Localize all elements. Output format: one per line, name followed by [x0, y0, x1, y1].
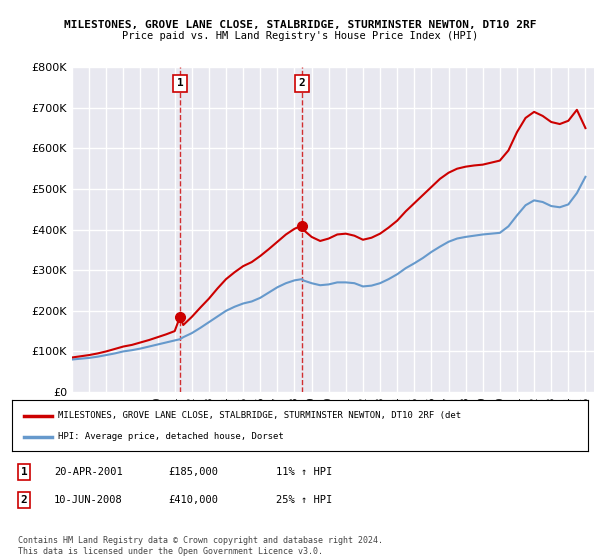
Text: 25% ↑ HPI: 25% ↑ HPI — [276, 495, 332, 505]
Text: Contains HM Land Registry data © Crown copyright and database right 2024.: Contains HM Land Registry data © Crown c… — [18, 536, 383, 545]
Text: 1: 1 — [20, 467, 28, 477]
Text: MILESTONES, GROVE LANE CLOSE, STALBRIDGE, STURMINSTER NEWTON, DT10 2RF: MILESTONES, GROVE LANE CLOSE, STALBRIDGE… — [64, 20, 536, 30]
Text: This data is licensed under the Open Government Licence v3.0.: This data is licensed under the Open Gov… — [18, 547, 323, 556]
Text: 10-JUN-2008: 10-JUN-2008 — [54, 495, 123, 505]
Text: 2: 2 — [20, 495, 28, 505]
Text: 20-APR-2001: 20-APR-2001 — [54, 467, 123, 477]
Text: 2: 2 — [299, 78, 305, 88]
Text: MILESTONES, GROVE LANE CLOSE, STALBRIDGE, STURMINSTER NEWTON, DT10 2RF (det: MILESTONES, GROVE LANE CLOSE, STALBRIDGE… — [58, 411, 461, 420]
Text: 1: 1 — [176, 78, 184, 88]
Text: £185,000: £185,000 — [168, 467, 218, 477]
Text: £410,000: £410,000 — [168, 495, 218, 505]
Text: Price paid vs. HM Land Registry's House Price Index (HPI): Price paid vs. HM Land Registry's House … — [122, 31, 478, 41]
Text: HPI: Average price, detached house, Dorset: HPI: Average price, detached house, Dors… — [58, 432, 284, 441]
Text: 11% ↑ HPI: 11% ↑ HPI — [276, 467, 332, 477]
